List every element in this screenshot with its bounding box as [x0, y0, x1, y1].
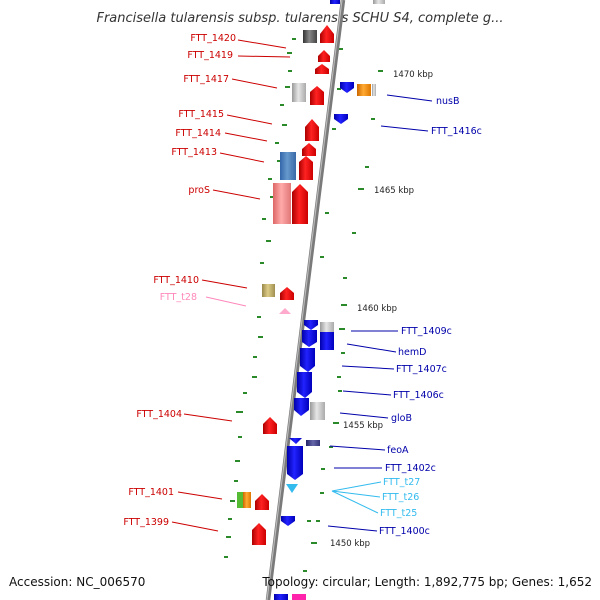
gene-label[interactable]: FTT_1404: [136, 409, 182, 420]
gene-feoA-arrow[interactable]: [289, 438, 302, 444]
gene-FTT_1407c-a[interactable]: [302, 330, 317, 347]
rna-FTT_t28[interactable]: [279, 308, 291, 314]
scale-label: 1470 kbp: [393, 70, 433, 80]
right-labels: nusB FTT_1416c FTT_1409c hemD FTT_1407c …: [379, 96, 482, 537]
gene-FTT_1400c[interactable]: [281, 516, 295, 526]
gene-label[interactable]: FTT_1414: [175, 128, 221, 139]
genome-backbone: [265, 0, 346, 600]
rna-label[interactable]: FTT_t28: [160, 292, 197, 303]
scale-label: 1455 kbp: [343, 421, 383, 431]
gene-FTT_1402c[interactable]: [287, 446, 303, 480]
gene-label[interactable]: FTT_1415: [178, 109, 224, 120]
gene-label[interactable]: FTT_1401: [128, 487, 174, 498]
rna-label[interactable]: FTT_t27: [383, 477, 420, 488]
gene-FTT_1399[interactable]: [252, 523, 266, 545]
gene-label[interactable]: FTT_1402c: [385, 463, 436, 474]
gene-label[interactable]: FTT_1417: [183, 74, 229, 85]
gene-FTT_1410[interactable]: [280, 287, 294, 300]
gene-FTT_1407c[interactable]: [300, 348, 315, 372]
gene-label[interactable]: gloB: [391, 413, 412, 424]
gene-label[interactable]: FTT_1413: [171, 147, 217, 158]
gene-FTT_1406c[interactable]: [297, 372, 312, 398]
gene-FTT_1415[interactable]: [305, 119, 319, 141]
left-labels: FTT_1420 FTT_1419 FTT_1417 FTT_1415 FTT_…: [123, 33, 236, 528]
gene-FTT_1417[interactable]: [310, 86, 324, 105]
forward-genes: [237, 25, 334, 545]
scale-labels: 1470 kbp 1465 kbp 1460 kbp 1455 kbp 1450…: [330, 70, 433, 549]
gene-grey-nusB[interactable]: [372, 84, 376, 96]
gene-label[interactable]: FTT_1407c: [396, 364, 447, 375]
gene-label[interactable]: FTT_1416c: [431, 126, 482, 137]
gene-FTT_1419[interactable]: [318, 50, 330, 62]
tick-marks: [224, 38, 383, 572]
gene-feoA[interactable]: [306, 440, 320, 446]
gene-FTT_1420[interactable]: [320, 25, 334, 43]
gene-label[interactable]: feoA: [387, 445, 409, 456]
gene-top-blue[interactable]: [330, 0, 340, 4]
rna-FTT_t27[interactable]: [286, 484, 298, 493]
gene-FTT_1414[interactable]: [302, 143, 316, 156]
gene-FTT_1413-steel[interactable]: [280, 152, 296, 180]
gene-label[interactable]: nusB: [436, 96, 460, 107]
gene-FTT_1410-olive[interactable]: [262, 284, 275, 297]
gene-label[interactable]: FTT_1399: [123, 517, 169, 528]
reverse-genes: [281, 82, 376, 526]
scale-label: 1460 kbp: [357, 304, 397, 314]
gene-label[interactable]: proS: [188, 185, 210, 196]
gene-nusB[interactable]: [340, 82, 354, 93]
gene-FTT_1413[interactable]: [299, 156, 313, 180]
gene-label[interactable]: FTT_1420: [190, 33, 236, 44]
gene-FTT_1401-green[interactable]: [237, 492, 243, 508]
topology-text: Topology: circular; Length: 1,892,775 bp…: [261, 575, 592, 589]
accession-text: Accession: NC_006570: [9, 575, 145, 589]
gene-label[interactable]: FTT_1400c: [379, 526, 430, 537]
gene-label[interactable]: FTT_1410: [153, 275, 199, 286]
gene-FTT_1401-orange[interactable]: [243, 492, 251, 508]
gene-label[interactable]: FTT_1406c: [393, 390, 444, 401]
gene-FTT_1404[interactable]: [263, 417, 277, 434]
map-title: Francisella tularensis subsp. tularensis…: [96, 11, 503, 26]
gene-FTT_1401[interactable]: [255, 494, 269, 510]
gene-FTT_1416c[interactable]: [334, 114, 348, 124]
gene-gloB-blue[interactable]: [294, 398, 309, 416]
gene-grey-1417[interactable]: [292, 83, 306, 102]
gene-proS-pink[interactable]: [273, 183, 291, 224]
gene-hemD-grey[interactable]: [320, 322, 334, 332]
gene-orange-nusB[interactable]: [357, 84, 371, 96]
gene-gloB[interactable]: [310, 402, 325, 420]
gene-dark-grey[interactable]: [303, 30, 317, 43]
rna-label[interactable]: FTT_t26: [382, 492, 419, 503]
gene-label[interactable]: FTT_1409c: [401, 326, 452, 337]
gene-label[interactable]: FTT_1419: [187, 50, 233, 61]
gene-proS[interactable]: [292, 184, 308, 224]
scale-label: 1450 kbp: [330, 539, 370, 549]
gene-FTT_1419b[interactable]: [315, 64, 329, 74]
left-leader-lines: [171, 39, 291, 532]
gene-bottom-magenta[interactable]: [292, 594, 306, 600]
gene-top-grey[interactable]: [373, 0, 385, 4]
gene-label[interactable]: hemD: [398, 347, 426, 358]
rna-label[interactable]: FTT_t25: [380, 508, 417, 519]
scale-label: 1465 kbp: [374, 186, 414, 196]
gene-FTT_1409c[interactable]: [304, 320, 318, 330]
gene-bottom-blue[interactable]: [274, 594, 288, 600]
right-leader-lines: [327, 94, 433, 532]
